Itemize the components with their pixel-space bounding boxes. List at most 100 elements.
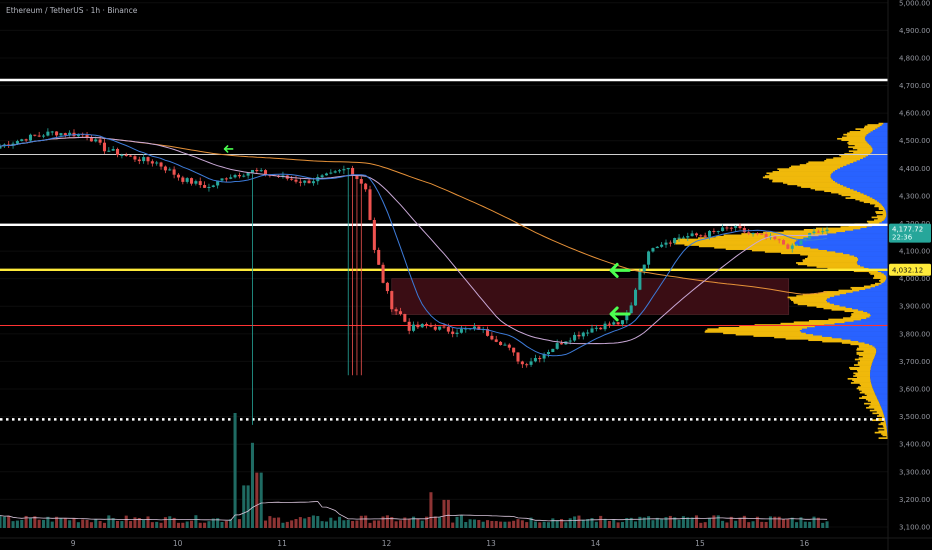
volume-bar xyxy=(368,522,372,528)
profile-bar-sell xyxy=(876,417,885,420)
volume-bar xyxy=(102,522,106,528)
candle-body xyxy=(442,326,446,328)
candle-body xyxy=(63,133,67,136)
profile-bar-buy xyxy=(872,361,888,364)
profile-bar-buy xyxy=(870,371,888,373)
profile-bar-sell xyxy=(791,165,844,168)
candle-body xyxy=(242,175,246,177)
volume-bar xyxy=(377,520,381,528)
candle-body xyxy=(607,323,611,325)
volume-bar xyxy=(799,517,803,528)
candle-body xyxy=(703,235,707,237)
profile-bar-buy xyxy=(866,140,888,143)
profile-bar-sell xyxy=(843,317,867,319)
symbol-title: Ethereum / TetherUS · 1h · Binance xyxy=(6,6,138,15)
profile-bar-buy xyxy=(856,190,888,193)
candle-body xyxy=(33,134,37,136)
profile-bar-buy xyxy=(860,191,888,194)
profile-bar-sell xyxy=(859,391,875,394)
profile-bar-buy xyxy=(857,259,888,262)
candle-body xyxy=(220,178,224,181)
profile-bar-sell xyxy=(856,387,873,390)
price-tick-label: 4,600.00 xyxy=(899,110,930,118)
profile-bar-buy xyxy=(876,351,888,354)
profile-bar-sell xyxy=(853,375,871,377)
candle-body xyxy=(89,137,93,142)
profile-bar-sell xyxy=(850,343,870,346)
profile-bar-sell xyxy=(882,209,886,212)
profile-bar-sell xyxy=(828,318,861,321)
candle-body xyxy=(124,154,128,156)
profile-bar-sell xyxy=(856,351,877,354)
volume-bar xyxy=(816,517,820,528)
volume-bar xyxy=(686,517,690,528)
profile-bar-buy xyxy=(880,202,888,205)
volume-bar xyxy=(677,519,681,528)
profile-bar-sell xyxy=(793,302,830,304)
profile-bar-buy xyxy=(866,317,888,319)
time-axis[interactable]: 9 10 11 12 13 14 15 16 xyxy=(0,537,932,548)
profile-bar-sell xyxy=(874,205,884,208)
candle-body xyxy=(486,329,490,336)
candle-body xyxy=(499,341,503,346)
candle-body xyxy=(355,176,359,180)
candle-body xyxy=(116,148,120,156)
profile-bar-buy xyxy=(853,228,888,231)
candle-body xyxy=(507,344,511,348)
profile-bar-sell xyxy=(864,402,880,405)
candle-body xyxy=(729,227,733,229)
profile-bar-buy xyxy=(849,187,888,190)
profile-bar-sell xyxy=(875,282,882,285)
candle-body xyxy=(359,179,363,184)
profile-bar-buy xyxy=(881,406,888,409)
candle-body xyxy=(111,148,115,151)
candle-body xyxy=(250,169,254,173)
profile-bar-sell xyxy=(822,340,859,343)
last-price-value: 4,177.72 xyxy=(892,226,923,234)
profile-bar-sell xyxy=(802,260,858,263)
moving-averages xyxy=(0,133,828,357)
candle-body xyxy=(825,229,829,232)
profile-bar-buy xyxy=(860,227,888,230)
profile-bar-sell xyxy=(873,277,887,279)
volume-bar xyxy=(24,515,28,528)
profile-bar-sell xyxy=(866,406,882,409)
candle-body xyxy=(438,326,442,330)
profile-bar-sell xyxy=(874,275,887,278)
volume-bar xyxy=(699,522,703,528)
bar-countdown: 22:36 xyxy=(892,234,913,242)
time-tick-label: 15 xyxy=(695,539,705,548)
profile-bar-sell xyxy=(878,437,888,439)
profile-bar-sell xyxy=(826,158,861,161)
profile-bar-sell xyxy=(880,281,884,284)
volume-bar xyxy=(577,515,581,528)
profile-bar-buy xyxy=(813,333,888,336)
profile-bar-sell xyxy=(876,212,887,215)
profile-bar-buy xyxy=(883,205,888,208)
volume-bar xyxy=(782,519,786,528)
profile-bar-sell xyxy=(853,151,872,154)
candle-body xyxy=(620,320,624,325)
volume-bar xyxy=(338,516,342,528)
profile-bar-sell xyxy=(673,241,795,244)
price-axis[interactable]: 3,100.00 3,200.00 3,300.00 3,400.00 3,500.00… xyxy=(887,0,930,550)
profile-bar-buy xyxy=(873,390,888,393)
candle-body xyxy=(538,358,542,360)
profile-bar-buy xyxy=(868,132,888,135)
profile-bar-buy xyxy=(874,391,888,394)
volume-bar xyxy=(33,516,37,528)
candle-body xyxy=(142,157,146,162)
price-tick-label: 4,000.00 xyxy=(899,275,930,283)
volume-bar xyxy=(211,518,215,528)
profile-bar-sell xyxy=(833,157,864,159)
profile-bar-sell xyxy=(841,194,867,197)
profile-bar-buy xyxy=(870,131,888,133)
profile-bar-sell xyxy=(856,347,876,350)
candle-body xyxy=(398,311,402,315)
candle-body xyxy=(368,189,372,220)
profile-bar-buy xyxy=(885,420,888,423)
profile-bar-buy xyxy=(829,302,888,304)
profile-bar-buy xyxy=(854,255,888,257)
arrow-annotations[interactable] xyxy=(223,145,631,322)
